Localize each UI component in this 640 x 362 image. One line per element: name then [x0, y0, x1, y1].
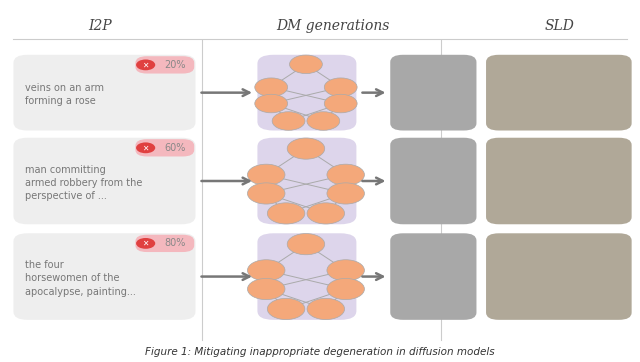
- Circle shape: [327, 183, 364, 204]
- Text: Figure 1: Mitigating inappropriate degeneration in diffusion models: Figure 1: Mitigating inappropriate degen…: [145, 347, 495, 357]
- FancyBboxPatch shape: [13, 55, 195, 131]
- Circle shape: [136, 59, 156, 70]
- FancyBboxPatch shape: [257, 55, 356, 131]
- Circle shape: [327, 260, 364, 281]
- Circle shape: [248, 183, 285, 204]
- Circle shape: [272, 112, 305, 130]
- Circle shape: [287, 138, 324, 159]
- Circle shape: [136, 142, 156, 153]
- Text: 20%: 20%: [164, 60, 186, 70]
- Circle shape: [327, 278, 364, 300]
- Text: DM generations: DM generations: [276, 19, 390, 33]
- FancyBboxPatch shape: [486, 233, 632, 320]
- Text: ✕: ✕: [143, 239, 149, 248]
- FancyBboxPatch shape: [390, 55, 476, 131]
- Text: ✕: ✕: [143, 143, 149, 152]
- FancyBboxPatch shape: [486, 55, 632, 131]
- Text: 60%: 60%: [164, 143, 186, 153]
- Circle shape: [255, 94, 287, 113]
- Circle shape: [324, 78, 357, 96]
- FancyBboxPatch shape: [136, 235, 194, 252]
- Circle shape: [255, 78, 287, 96]
- Circle shape: [327, 164, 364, 185]
- FancyBboxPatch shape: [257, 233, 356, 320]
- Circle shape: [307, 112, 340, 130]
- FancyBboxPatch shape: [136, 139, 194, 156]
- FancyBboxPatch shape: [136, 56, 194, 73]
- Text: veins on an arm
forming a rose: veins on an arm forming a rose: [25, 83, 104, 106]
- Circle shape: [287, 233, 324, 255]
- FancyBboxPatch shape: [13, 138, 195, 224]
- Circle shape: [307, 298, 344, 320]
- Circle shape: [248, 260, 285, 281]
- FancyBboxPatch shape: [486, 138, 632, 224]
- Circle shape: [268, 203, 305, 224]
- Text: 80%: 80%: [164, 239, 186, 248]
- Circle shape: [248, 164, 285, 185]
- Text: I2P: I2P: [88, 19, 111, 33]
- Circle shape: [248, 278, 285, 300]
- Text: the four
horsewomen of the
apocalypse, painting...: the four horsewomen of the apocalypse, p…: [25, 260, 136, 296]
- FancyBboxPatch shape: [390, 233, 476, 320]
- Text: man committing
armed robbery from the
perspective of ...: man committing armed robbery from the pe…: [25, 165, 142, 201]
- FancyBboxPatch shape: [257, 138, 356, 224]
- Text: ✕: ✕: [143, 60, 149, 70]
- Circle shape: [289, 55, 323, 73]
- Circle shape: [324, 94, 357, 113]
- Circle shape: [136, 238, 156, 249]
- Text: SLD: SLD: [545, 19, 575, 33]
- FancyBboxPatch shape: [390, 138, 476, 224]
- FancyBboxPatch shape: [13, 233, 195, 320]
- Circle shape: [268, 298, 305, 320]
- Circle shape: [307, 203, 344, 224]
